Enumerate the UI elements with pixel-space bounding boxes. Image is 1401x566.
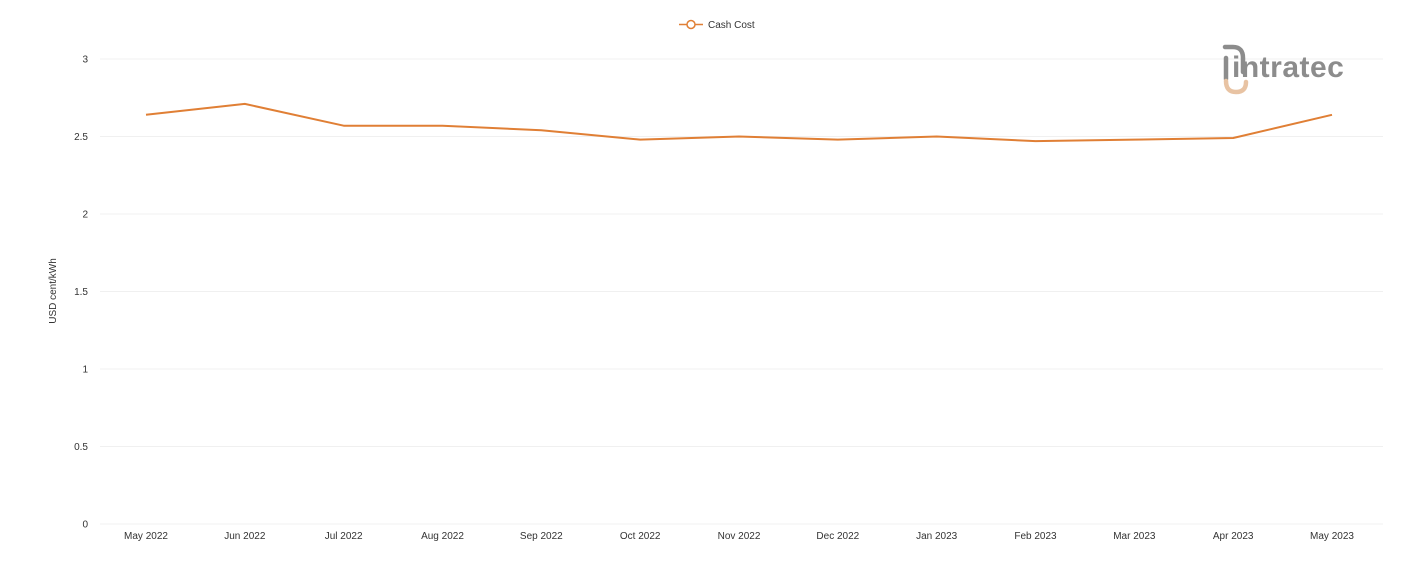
series-layer — [141, 99, 1337, 146]
x-tick-label: Mar 2023 — [1113, 531, 1156, 542]
data-point[interactable] — [932, 132, 942, 142]
x-tick-label: May 2022 — [124, 531, 168, 542]
data-point[interactable] — [833, 135, 843, 145]
y-tick-label: 0 — [82, 520, 88, 531]
gridlines — [100, 58, 1383, 525]
data-point[interactable] — [1327, 110, 1337, 120]
y-tick-label: 1.5 — [74, 287, 88, 298]
logo-mark — [1222, 44, 1249, 95]
y-tick-label: 0.5 — [74, 442, 88, 453]
x-tick-label: May 2023 — [1310, 531, 1354, 542]
series-line-cash-cost[interactable] — [145, 102, 1333, 143]
data-point[interactable] — [1129, 135, 1139, 145]
data-point[interactable] — [438, 121, 448, 131]
x-tick-label: Nov 2022 — [718, 531, 761, 542]
data-point[interactable] — [1228, 133, 1238, 143]
y-axis-ticks: 0 0.5 1 1.5 2 2.5 3 — [74, 55, 88, 531]
x-axis-ticks: May 2022 Jun 2022 Jul 2022 Aug 2022 Sep 2022… — [124, 531, 1354, 542]
x-tick-label: Sep 2022 — [520, 531, 563, 542]
x-tick-label: Apr 2023 — [1213, 531, 1254, 542]
y-axis-title: USD cent/kWh — [48, 258, 59, 324]
logo-text: intratec — [1232, 51, 1344, 84]
legend-circle-marker — [686, 19, 696, 30]
x-tick-label: Jun 2022 — [224, 531, 266, 542]
x-tick-label: Aug 2022 — [421, 531, 464, 542]
y-tick-label: 2.5 — [74, 132, 88, 143]
data-point[interactable] — [734, 132, 744, 142]
y-tick-label: 1 — [82, 365, 88, 376]
data-point[interactable] — [240, 99, 250, 109]
data-point[interactable] — [1031, 136, 1041, 146]
data-point[interactable] — [536, 125, 546, 135]
data-point[interactable] — [635, 135, 645, 145]
data-point[interactable] — [141, 110, 151, 120]
legend-label: Cash Cost — [708, 20, 755, 31]
x-tick-label: Oct 2022 — [620, 531, 661, 542]
y-tick-label: 2 — [82, 210, 88, 221]
y-tick-label: 3 — [82, 55, 88, 66]
x-tick-label: Feb 2023 — [1014, 531, 1057, 542]
intratec-logo: intratec — [1222, 44, 1344, 95]
x-tick-label: Jul 2022 — [325, 531, 363, 542]
legend[interactable]: Cash Cost — [679, 19, 755, 31]
x-tick-label: Dec 2022 — [816, 531, 859, 542]
x-tick-label: Jan 2023 — [916, 531, 958, 542]
data-point[interactable] — [339, 121, 349, 131]
